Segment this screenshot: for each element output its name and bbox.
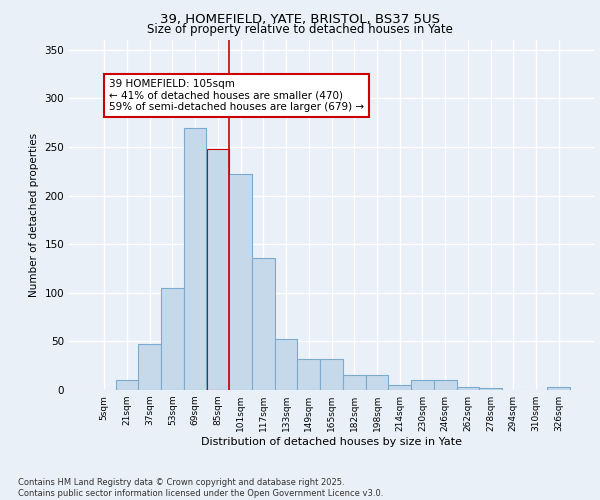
Bar: [298, 359, 320, 390]
Bar: [365, 376, 388, 390]
Bar: [343, 376, 365, 390]
Bar: [434, 380, 457, 390]
Bar: [184, 128, 206, 390]
Text: 39 HOMEFIELD: 105sqm
← 41% of detached houses are smaller (470)
59% of semi-deta: 39 HOMEFIELD: 105sqm ← 41% of detached h…: [109, 79, 364, 112]
X-axis label: Distribution of detached houses by size in Yate: Distribution of detached houses by size …: [201, 437, 462, 447]
Text: Contains HM Land Registry data © Crown copyright and database right 2025.
Contai: Contains HM Land Registry data © Crown c…: [18, 478, 383, 498]
Y-axis label: Number of detached properties: Number of detached properties: [29, 133, 39, 297]
Bar: [275, 340, 298, 390]
Bar: [206, 149, 229, 390]
Bar: [411, 380, 434, 390]
Bar: [139, 344, 161, 390]
Bar: [229, 174, 252, 390]
Bar: [116, 380, 139, 390]
Bar: [320, 359, 343, 390]
Bar: [457, 387, 479, 390]
Bar: [252, 258, 275, 390]
Bar: [161, 288, 184, 390]
Text: Size of property relative to detached houses in Yate: Size of property relative to detached ho…: [147, 22, 453, 36]
Text: 39, HOMEFIELD, YATE, BRISTOL, BS37 5US: 39, HOMEFIELD, YATE, BRISTOL, BS37 5US: [160, 12, 440, 26]
Bar: [388, 385, 411, 390]
Bar: [547, 387, 570, 390]
Bar: [479, 388, 502, 390]
